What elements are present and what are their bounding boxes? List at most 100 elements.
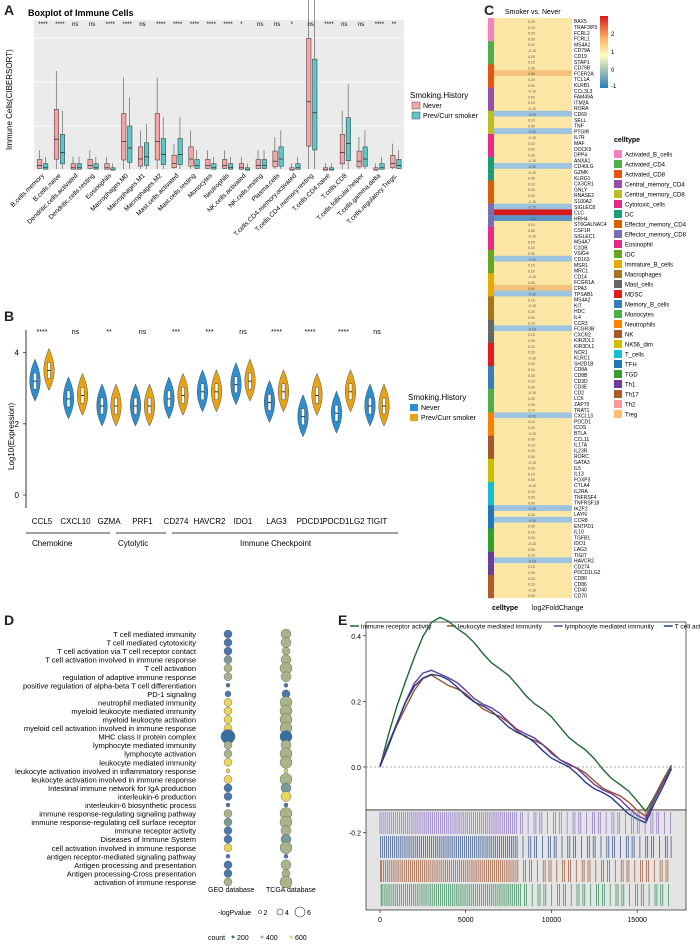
- panel-e-letter: E: [338, 612, 348, 628]
- tcga-dot: [281, 646, 291, 656]
- heat-cell: [494, 35, 572, 42]
- gene-label: IL23R: [574, 448, 588, 454]
- panel-b-legend-never-swatch: [410, 404, 418, 411]
- count-legend-dot: [231, 935, 235, 939]
- gene-label: PDCD1LG2: [322, 517, 365, 526]
- celltype-cell: [488, 296, 494, 303]
- celltype-swatch: [614, 290, 622, 298]
- gene-label: CD80: [574, 576, 587, 582]
- panel-d-letter: D: [4, 612, 15, 628]
- celltype-cell: [488, 395, 494, 401]
- heat-value: -0.10: [528, 171, 536, 175]
- heat-value: 0.10: [528, 322, 535, 326]
- heat-cell: [494, 389, 572, 396]
- celltype-cell: [488, 325, 494, 332]
- celltype-cell: [488, 371, 494, 378]
- box-smoker: [93, 163, 99, 170]
- celltype-swatch: [614, 400, 622, 408]
- panel-b-legend-smoker: Prev/Curr smoker: [421, 415, 477, 422]
- celltype-cell: [488, 64, 494, 71]
- heat-cell: [494, 516, 572, 523]
- heat-cell: [494, 47, 572, 53]
- celltype-cell: [488, 551, 494, 558]
- celltype-cell: [488, 354, 494, 361]
- gene-label: CD14: [574, 274, 587, 280]
- celltype-swatch: [614, 250, 622, 258]
- celltype-cell: [488, 116, 494, 123]
- gene-label: IL5: [574, 466, 581, 472]
- gene-label: CCR3: [574, 321, 588, 327]
- celltype-swatch: [614, 360, 622, 368]
- celltype-cell: [488, 157, 494, 164]
- heat-cell: [494, 215, 572, 222]
- heat-value: 0.00: [528, 281, 535, 285]
- heat-value: -0.20: [528, 293, 536, 297]
- gene-label: RORC: [574, 454, 589, 460]
- box-smoker: [144, 142, 150, 166]
- box-smoker: [312, 58, 318, 151]
- gene-label: BTLA: [574, 431, 587, 437]
- box-never: [205, 159, 211, 169]
- panel-b-legend-never: Never: [421, 405, 440, 412]
- gene-label: ANXA1: [574, 158, 591, 164]
- gene-label: CD40: [574, 588, 587, 594]
- gene-label: CCR8: [574, 518, 588, 524]
- gene-label: CXCL10: [60, 517, 91, 526]
- box-never: [222, 159, 228, 169]
- heat-value: 0.20: [528, 20, 535, 24]
- heat-value: 0.10: [528, 490, 535, 494]
- heat-cell: [494, 139, 572, 146]
- heat-cell: [494, 586, 572, 593]
- term-label: myeloid leukocyte activation: [103, 716, 196, 725]
- significance-label: ****: [338, 329, 349, 336]
- term-label: antigen receptor-mediated signaling path…: [47, 852, 197, 861]
- gene-label: FCGR1A: [574, 280, 595, 286]
- gene-label: ITM2A: [574, 100, 589, 106]
- gene-label: RORA: [574, 106, 589, 112]
- geo-dot: [225, 802, 231, 808]
- celltype-swatch: [614, 320, 622, 328]
- celltype-swatch: [614, 200, 622, 208]
- gene-label: ST6GALNAC4: [574, 222, 607, 228]
- celltype-swatch: [614, 180, 622, 188]
- gene-label: IL2RA: [574, 489, 589, 495]
- heat-cell: [494, 476, 572, 483]
- colorscale-tick: 1: [611, 50, 615, 56]
- heat-value: 0.20: [528, 397, 535, 401]
- gene-label: CXCL13: [574, 414, 593, 420]
- box-smoker: [379, 163, 385, 170]
- geo-dot: [224, 690, 232, 698]
- gene-label: SIGLEC8: [574, 205, 595, 211]
- heat-cell: [494, 290, 572, 297]
- heat-value: 0.20: [528, 496, 535, 500]
- geo-dot: [223, 843, 233, 852]
- count-legend-label: 400: [266, 935, 278, 942]
- y-tick-label: 4: [15, 349, 20, 358]
- heat-cell: [494, 76, 572, 82]
- heat-value: -0.20: [528, 327, 536, 331]
- celltype-cell: [488, 186, 494, 193]
- celltype-cell: [488, 47, 494, 53]
- gene-label: MS4A2: [574, 298, 591, 304]
- celltype-cell: [488, 476, 494, 483]
- term-label: positive regulation of alpha-beta T cell…: [23, 681, 196, 690]
- heat-value: -0.20: [528, 507, 536, 511]
- gene-label: HDC: [574, 309, 585, 315]
- heat-value: 0.00: [528, 124, 535, 128]
- heat-value: 0.00: [528, 594, 535, 598]
- heat-value: -0.20: [528, 165, 536, 169]
- celltype-label: Macrophages: [625, 273, 661, 279]
- gene-label: TNFRSF4: [574, 495, 597, 501]
- celltype-swatch: [614, 280, 622, 288]
- heat-cell: [494, 116, 572, 123]
- gene-label: SELL: [574, 118, 586, 124]
- significance-label: **: [392, 22, 397, 28]
- heat-cell: [494, 528, 572, 535]
- y-tick-label: 0.4: [351, 634, 361, 641]
- gene-label: TGFB1: [574, 535, 590, 541]
- gene-label: IDO1: [234, 517, 253, 526]
- box-smoker: [261, 159, 267, 169]
- heat-cell: [494, 366, 572, 372]
- significance-label: ns: [358, 22, 364, 28]
